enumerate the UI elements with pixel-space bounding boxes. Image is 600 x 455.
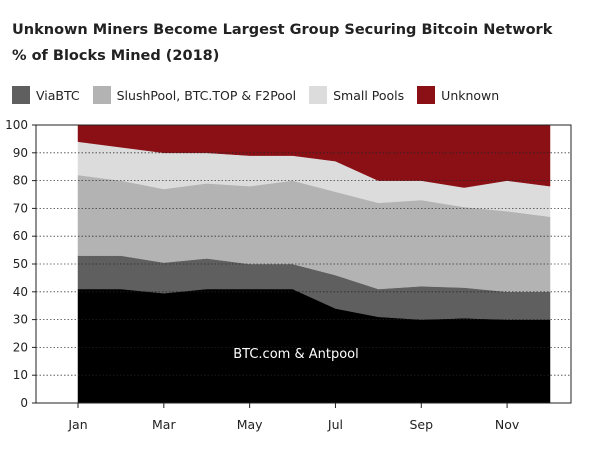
chart-title: Unknown Miners Become Largest Group Secu… [12,22,553,38]
y-tick-label-0: 0 [20,396,28,410]
x-tick-label-mar: Mar [152,417,176,432]
legend-item-small-pools: Small Pools [309,86,404,104]
y-tick-label-40: 40 [13,285,28,299]
legend-item-viabtc: ViaBTC [12,86,80,104]
legend-swatch-unknown [417,86,436,104]
legend-swatch-slushpool [92,86,111,104]
legend-label-slushpool: SlushPool, BTC.TOP & F2Pool [116,87,297,103]
y-tick-label-90: 90 [13,146,28,160]
y-tick-label-50: 50 [13,257,28,271]
legend-label-small-pools: Small Pools [333,87,405,103]
area-layers [77,124,551,404]
legend-item-unknown: Unknown [417,86,499,104]
y-tick-label-20: 20 [13,340,28,354]
x-tick-label-jul: Jul [327,417,343,432]
x-tick-label-jan: Jan [67,417,87,432]
chart-subtitle: % of Blocks Mined (2018) [12,48,220,64]
y-tick-label-30: 30 [13,313,28,327]
series-annotation: BTC.com & Antpool [233,347,358,362]
y-tick-label-70: 70 [13,201,28,215]
legend-label-unknown: Unknown [441,87,500,103]
y-tick-label-80: 80 [13,174,28,188]
legend-item-slushpool: SlushPool, BTC.TOP & F2Pool [92,86,297,104]
gridlines [36,152,571,376]
legend: ViaBTC SlushPool, BTC.TOP & F2Pool Small… [12,86,512,104]
x-tick-label-nov: Nov [495,417,520,432]
legend-swatch-small-pools [309,86,328,104]
legend-swatch-viabtc [12,86,30,104]
y-tick-label-100: 100 [5,118,28,132]
axes: 0 10 20 30 40 50 60 70 80 90 100 Jan Mar May Jul Sep Nov [5,118,572,432]
legend-label-viabtc: ViaBTC [36,87,80,103]
x-tick-label-sep: Sep [409,417,433,432]
y-tick-label-60: 60 [13,229,28,243]
x-tick-label-may: May [237,417,263,432]
y-tick-label-10: 10 [13,368,28,382]
